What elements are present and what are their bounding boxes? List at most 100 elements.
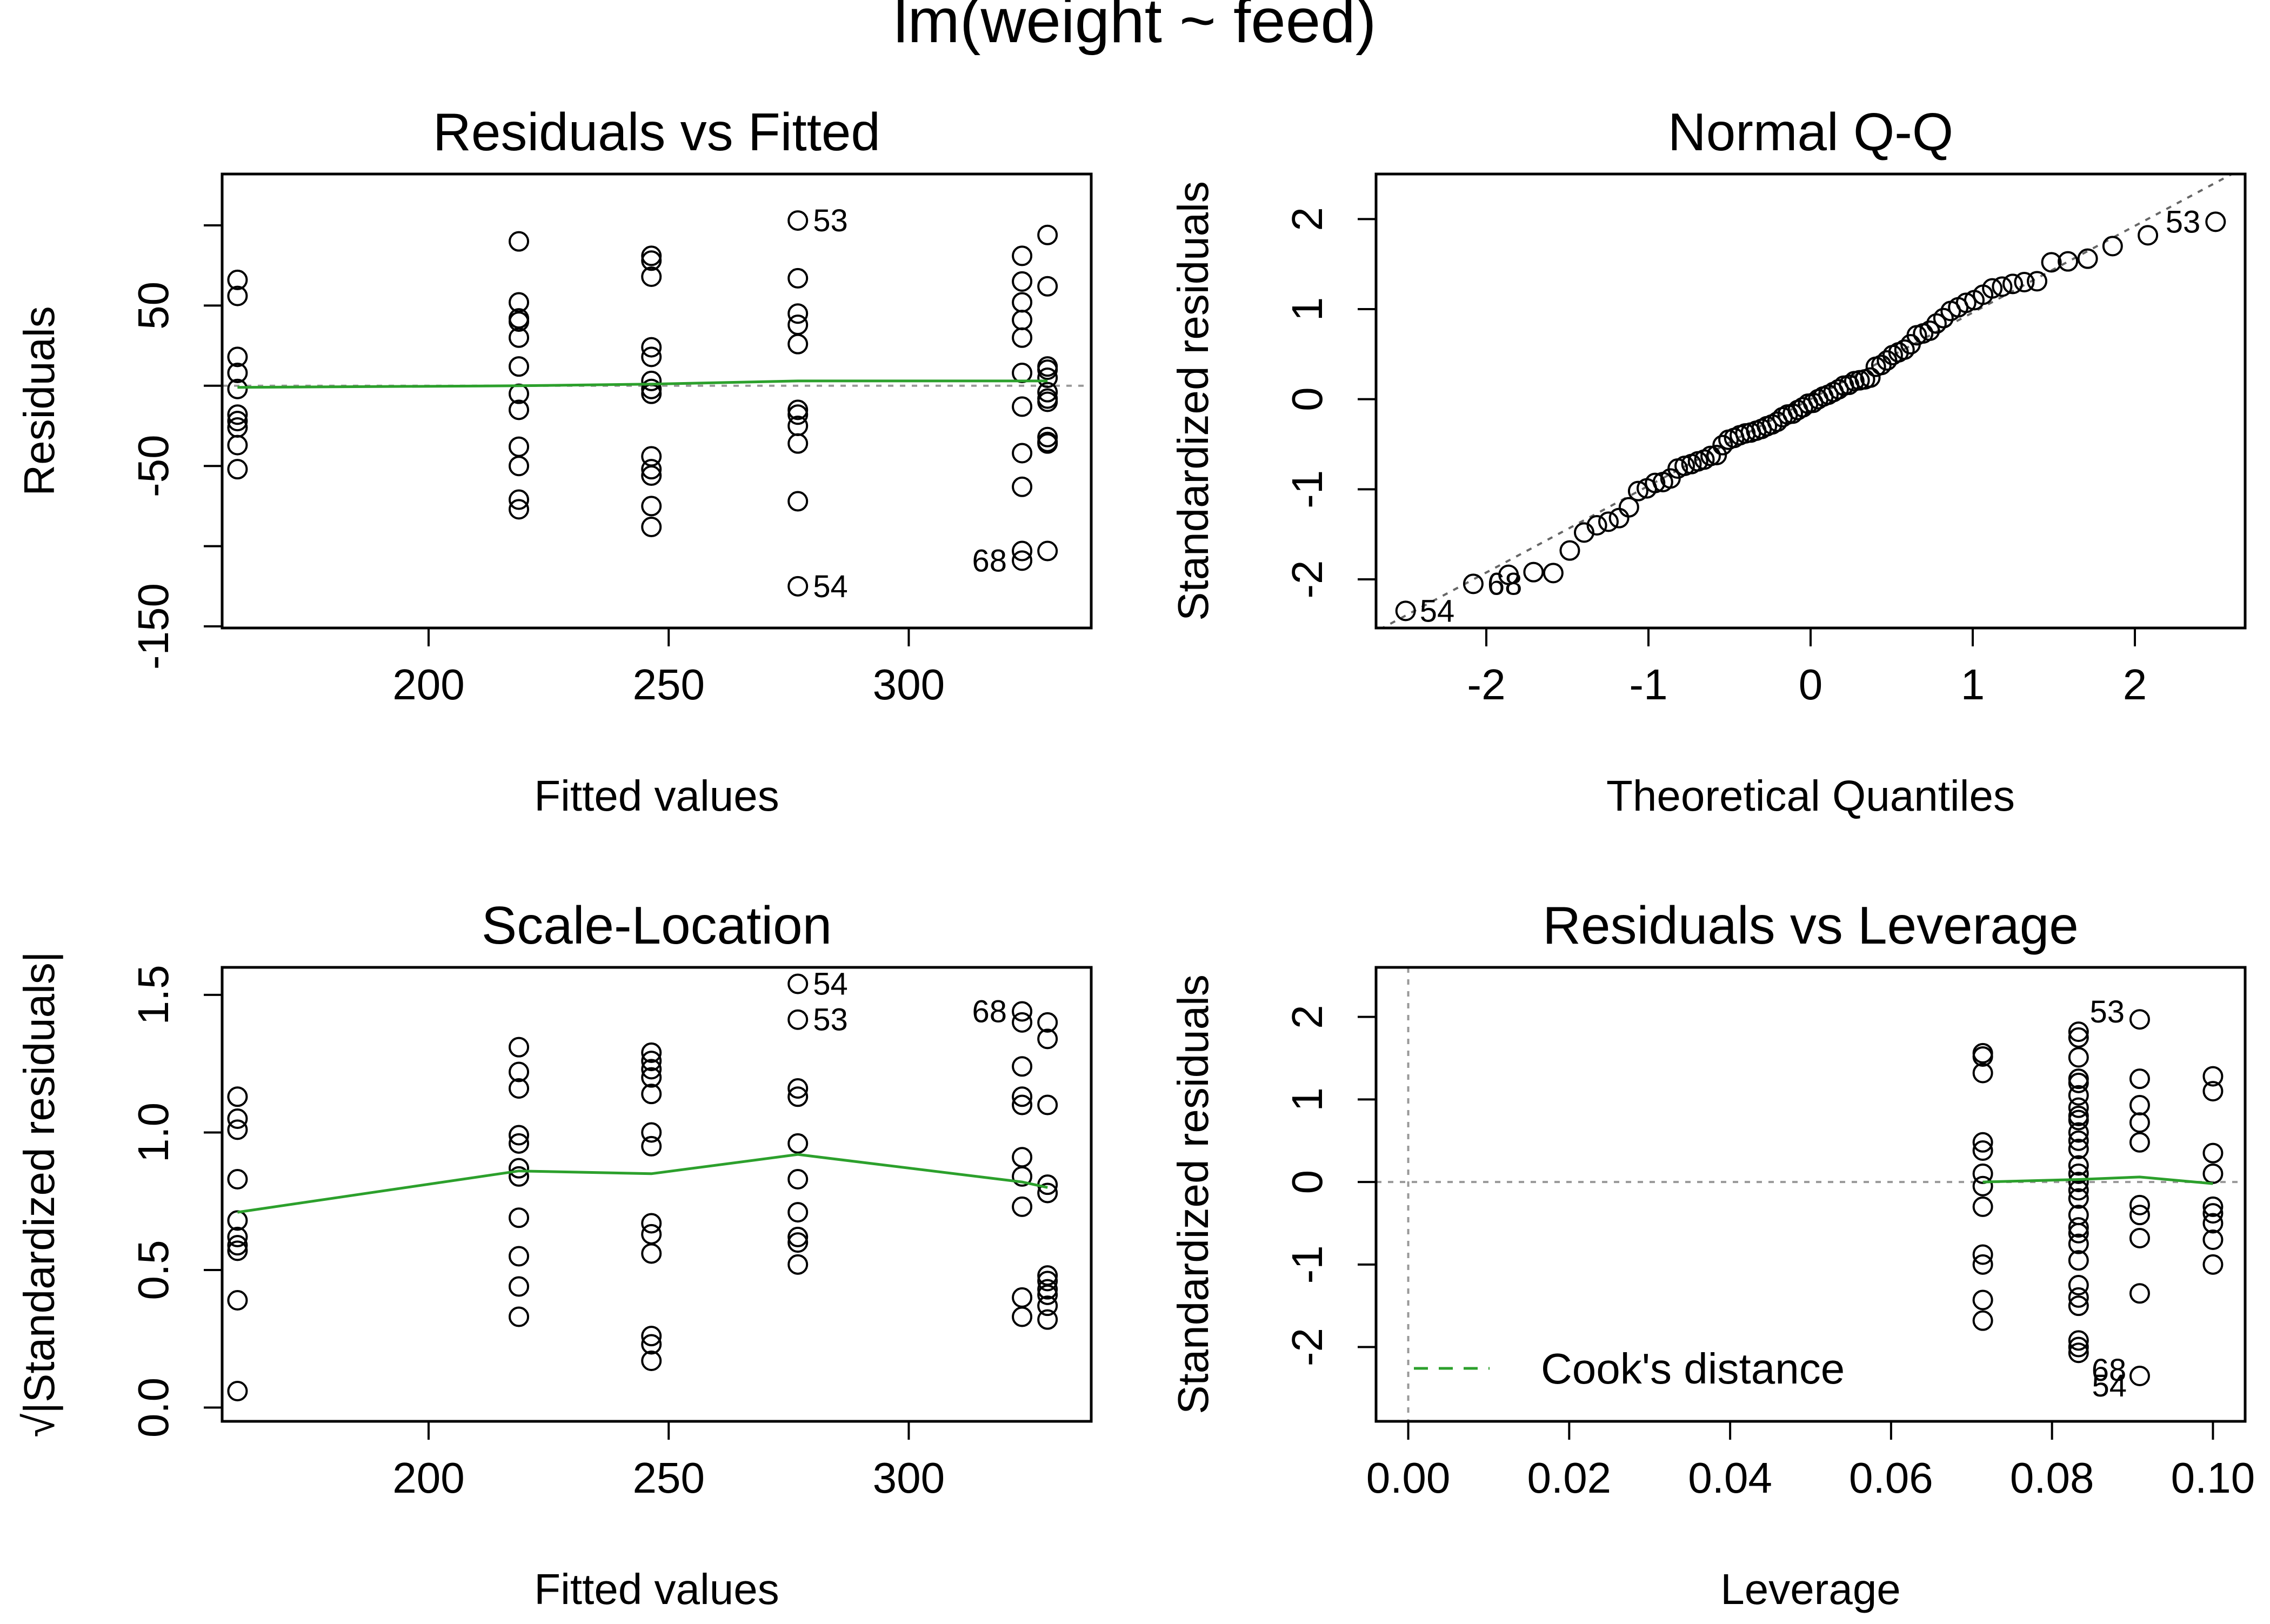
data-point (2068, 1188, 2089, 1209)
data-point (1972, 1140, 1993, 1161)
data-point (2202, 1066, 2224, 1087)
data-point (2068, 1222, 2089, 1244)
data-point (2202, 1163, 2224, 1184)
x-tick-label: 0.02 (1527, 1454, 1611, 1502)
data-point (227, 285, 248, 306)
data-point (1012, 1001, 1033, 1022)
data-point (1972, 1254, 1993, 1275)
y-tick-label: -2 (1283, 1328, 1331, 1366)
sqrt-symbol: √ (15, 1414, 63, 1438)
panel-title: Residuals vs Fitted (433, 102, 880, 162)
data-point (787, 491, 809, 512)
data-point (509, 327, 530, 348)
x-tick-label: 200 (392, 1454, 464, 1502)
data-point (509, 231, 530, 252)
data-point (509, 1246, 530, 1267)
data-point (2068, 1027, 2089, 1048)
point-label: 54 (813, 967, 848, 1002)
data-point (2002, 273, 2024, 295)
data-point (509, 1078, 530, 1099)
data-point (509, 436, 530, 457)
data-point (2068, 1295, 2089, 1316)
data-point (1037, 359, 1058, 380)
data-point (641, 1122, 662, 1143)
data-point (1955, 292, 1977, 313)
data-point (509, 499, 530, 520)
data-point (1498, 564, 1519, 585)
data-point (2068, 1021, 2089, 1042)
data-point (1992, 276, 2013, 297)
data-point (1037, 540, 1058, 562)
data-point (509, 1207, 530, 1228)
data-point (1700, 445, 1721, 466)
data-point (2068, 1139, 2089, 1159)
data-point (227, 411, 248, 432)
data-point (1972, 1046, 1993, 1067)
y-tick-label: 1 (1283, 1087, 1331, 1112)
data-point (1712, 435, 1733, 456)
x-tick-label: 300 (873, 1454, 945, 1502)
data-point (641, 1213, 662, 1234)
data-point (641, 1334, 662, 1355)
y-tick-label: 1.0 (129, 1102, 177, 1162)
data-point (2014, 272, 2035, 292)
data-point (1706, 445, 1727, 465)
panel-2: 53 54 68 -2 -1 0 1 2 -2 -1 0 1 2 Normal Q-Q Theoretica… (1169, 102, 2247, 820)
data-point (227, 459, 248, 480)
x-tick-label: 2 (2123, 660, 2147, 709)
data-point (787, 973, 809, 994)
data-point (641, 517, 662, 538)
data-point (1037, 433, 1058, 454)
data-point (641, 370, 662, 391)
y-axis-title: Standardized residuals (1169, 974, 1217, 1414)
data-point (2129, 1132, 2150, 1153)
data-point (641, 1351, 662, 1371)
panel-1: 53 54 68 200 250 300 -150 -50 50 Residuals vs Fit… (15, 102, 1093, 820)
panel-title: Residuals vs Leverage (1543, 895, 2078, 955)
data-point (641, 383, 662, 404)
data-point (227, 435, 248, 456)
data-point (1012, 550, 1033, 571)
data-point (1972, 1289, 1993, 1311)
data-point (2068, 1217, 2089, 1238)
data-point (787, 1254, 809, 1275)
data-point (1037, 1309, 1058, 1330)
x-axis-title: Fitted values (534, 1565, 779, 1613)
data-point (1012, 1306, 1033, 1327)
point-label: 53 (813, 1003, 848, 1038)
data-point (1618, 497, 1639, 518)
y-tick-label: -150 (129, 583, 177, 670)
data-point (1012, 396, 1033, 417)
data-point (1012, 292, 1033, 313)
data-point (227, 1235, 248, 1256)
data-point (227, 346, 248, 367)
data-point (1395, 600, 1416, 621)
data-point (2202, 1254, 2224, 1275)
data-point (1012, 1056, 1033, 1077)
data-point (2041, 252, 2062, 273)
data-point (2129, 1366, 2150, 1386)
panel-title: Normal Q-Q (1668, 102, 1953, 162)
data-point (641, 459, 662, 480)
data-point (2058, 251, 2079, 272)
data-point (1012, 271, 1033, 292)
data-point (1543, 563, 1564, 584)
x-axis-title: Leverage (1720, 1565, 1901, 1613)
y-tick-label: -1 (1283, 1245, 1331, 1284)
x-tick-label: 0.00 (1366, 1454, 1451, 1502)
data-point (1559, 540, 1580, 561)
data-point (509, 399, 530, 420)
data-point (641, 337, 662, 358)
x-axis-title: Fitted values (534, 772, 779, 820)
data-point (2102, 236, 2123, 257)
data-point (1860, 367, 1881, 388)
data-point (509, 1276, 530, 1297)
y-tick-label: 50 (129, 282, 177, 330)
data-point (1037, 431, 1058, 452)
data-point (787, 1169, 809, 1189)
data-point (641, 346, 662, 367)
data-point (509, 489, 530, 510)
